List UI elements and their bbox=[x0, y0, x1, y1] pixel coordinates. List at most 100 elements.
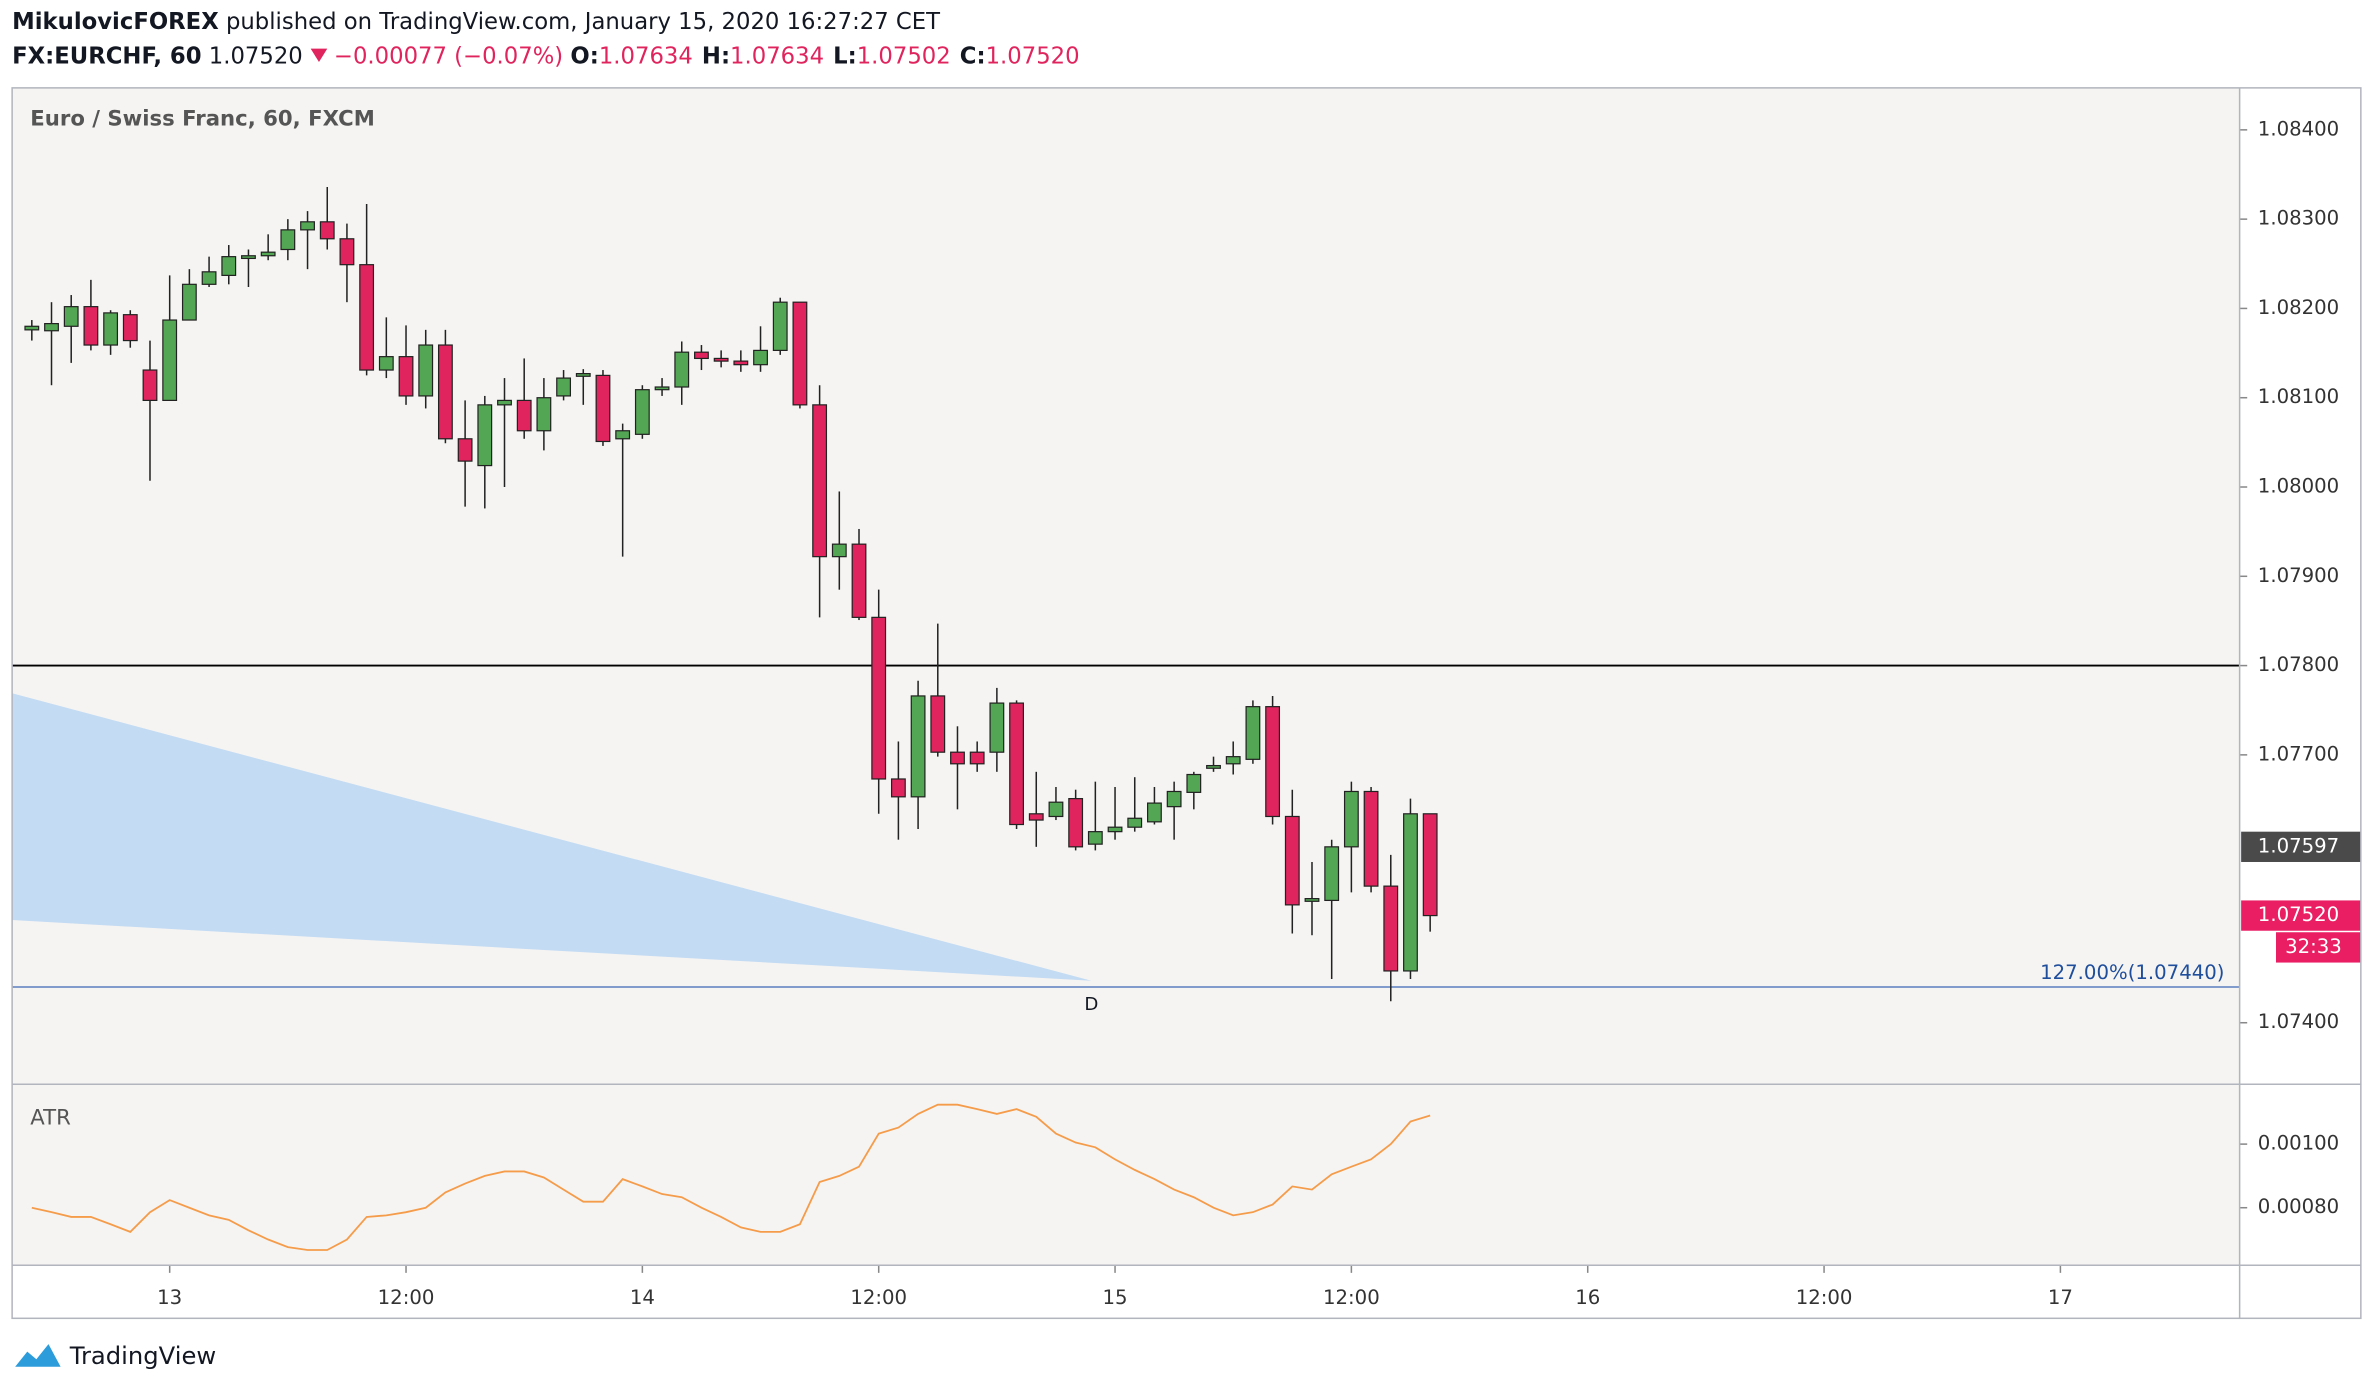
candle-body bbox=[674, 351, 690, 388]
candle-body bbox=[24, 325, 40, 331]
candle-body bbox=[713, 357, 729, 362]
candle-body bbox=[1383, 885, 1399, 972]
y-tick-label: 0.00080 bbox=[2258, 1195, 2339, 1218]
candle-body bbox=[201, 271, 217, 285]
candle-body bbox=[694, 351, 709, 360]
candle-body bbox=[477, 404, 493, 467]
candle-body bbox=[753, 349, 768, 366]
candle-body bbox=[44, 323, 59, 332]
logo bbox=[15, 1344, 61, 1367]
symbol: FX:EURCHF, 60 bbox=[12, 42, 202, 70]
candle-body bbox=[969, 751, 985, 765]
fib-level-label: 127.00%(1.07440) bbox=[2040, 961, 2224, 984]
candle-body bbox=[418, 344, 434, 397]
candle-body bbox=[930, 695, 946, 753]
candle-body bbox=[772, 301, 788, 352]
y-tick-label: 1.08000 bbox=[2258, 475, 2339, 498]
x-tick-label: 16 bbox=[1575, 1286, 1600, 1309]
x-tick-label: 12:00 bbox=[1796, 1286, 1853, 1309]
layer: 1.08400 1.08300 1.08200 1.08100 1.08000 1.079… bbox=[12, 117, 2361, 1309]
candle-body bbox=[1422, 813, 1438, 917]
ohlc-value: 1.07520 bbox=[985, 42, 1080, 70]
candle-body bbox=[83, 306, 99, 346]
candle-body bbox=[1166, 790, 1182, 808]
candle-body bbox=[1186, 773, 1202, 793]
last-price: 1.07520 bbox=[208, 42, 303, 70]
candle-body bbox=[1343, 790, 1359, 848]
frame bbox=[11, 87, 2362, 1320]
indicator-title: ATR bbox=[30, 1105, 71, 1130]
candle-body bbox=[634, 389, 650, 435]
atr-line bbox=[31, 1103, 1431, 1251]
y-tick-label: 1.08300 bbox=[2258, 207, 2339, 230]
candle-body bbox=[319, 221, 335, 240]
pattern-label: D bbox=[1084, 994, 1098, 1015]
candle-body bbox=[516, 399, 532, 432]
candle-body bbox=[63, 306, 79, 327]
candle-body bbox=[831, 543, 847, 558]
candle-body bbox=[142, 369, 158, 402]
candle-body bbox=[851, 543, 867, 618]
y-tick-label: 1.07400 bbox=[2258, 1010, 2339, 1033]
candle-body bbox=[359, 264, 375, 371]
brand: TradingView bbox=[69, 1340, 217, 1370]
candle-body bbox=[1048, 801, 1064, 818]
candle-body bbox=[162, 319, 178, 402]
candle-body bbox=[1107, 826, 1123, 833]
candle-body bbox=[575, 373, 591, 377]
candle-body bbox=[1265, 706, 1281, 818]
candle-body bbox=[339, 238, 355, 266]
y-tick-label: 1.07800 bbox=[2258, 653, 2339, 676]
candle-body bbox=[556, 377, 572, 397]
y-tick-label: 0.00100 bbox=[2258, 1132, 2339, 1155]
candle-body bbox=[615, 430, 631, 440]
ohlc-value: 1.07502 bbox=[856, 42, 951, 70]
pattern-zone bbox=[12, 693, 1092, 981]
change: −0.00077 (−0.07%) bbox=[333, 42, 564, 70]
ohlc-value: 1.07634 bbox=[730, 42, 825, 70]
ohlc-label: H: bbox=[701, 42, 731, 70]
x-tick-label: 15 bbox=[1103, 1286, 1128, 1309]
published: published on TradingView.com, January 15… bbox=[225, 7, 941, 35]
candle-body bbox=[280, 229, 296, 251]
ohlc: O:1.07634 H:1.07634 L:1.07502 C:1.07520 bbox=[570, 42, 1088, 69]
candle-body bbox=[103, 312, 119, 346]
down-arrow bbox=[309, 48, 327, 62]
ohlc-value: 1.07634 bbox=[598, 42, 693, 70]
candle-body bbox=[260, 251, 276, 257]
candle-body bbox=[871, 616, 887, 780]
candle-body bbox=[398, 356, 414, 397]
candle-body bbox=[595, 374, 611, 443]
x-tick-label: 12:00 bbox=[1323, 1286, 1380, 1309]
y-tick-label: 1.08400 bbox=[2258, 117, 2339, 140]
ohlc-label: C: bbox=[959, 42, 986, 70]
candle-body bbox=[497, 399, 512, 406]
y-tick-label: 1.07900 bbox=[2258, 564, 2339, 587]
candle-body bbox=[181, 283, 197, 321]
candle-body bbox=[1284, 815, 1300, 906]
candle-body bbox=[1245, 706, 1261, 760]
price-badge-label: 1.07597 bbox=[2258, 834, 2339, 857]
candle-body bbox=[1087, 831, 1103, 845]
candle-body bbox=[1147, 802, 1162, 823]
candle-body bbox=[122, 314, 138, 342]
y-tick-label: 1.08200 bbox=[2258, 296, 2339, 319]
price-badge bbox=[2241, 831, 2361, 862]
candle-body bbox=[1127, 817, 1143, 828]
price-badge-label: 1.07520 bbox=[2258, 903, 2339, 926]
x-tick-label: 17 bbox=[2048, 1286, 2073, 1309]
header-line: MikulovicFOREX published on TradingView.… bbox=[12, 8, 940, 35]
candle-body bbox=[890, 778, 906, 798]
candle-body bbox=[733, 360, 749, 366]
candle-body bbox=[378, 356, 394, 371]
candle-body bbox=[1403, 813, 1418, 972]
countdown-badge bbox=[2275, 932, 2361, 963]
y-tick-label: 1.07700 bbox=[2258, 742, 2339, 765]
candle-body bbox=[437, 344, 453, 440]
author: MikulovicFOREX bbox=[12, 7, 219, 35]
candle-body bbox=[1028, 813, 1044, 821]
x-tick-label: 12:00 bbox=[378, 1286, 435, 1309]
